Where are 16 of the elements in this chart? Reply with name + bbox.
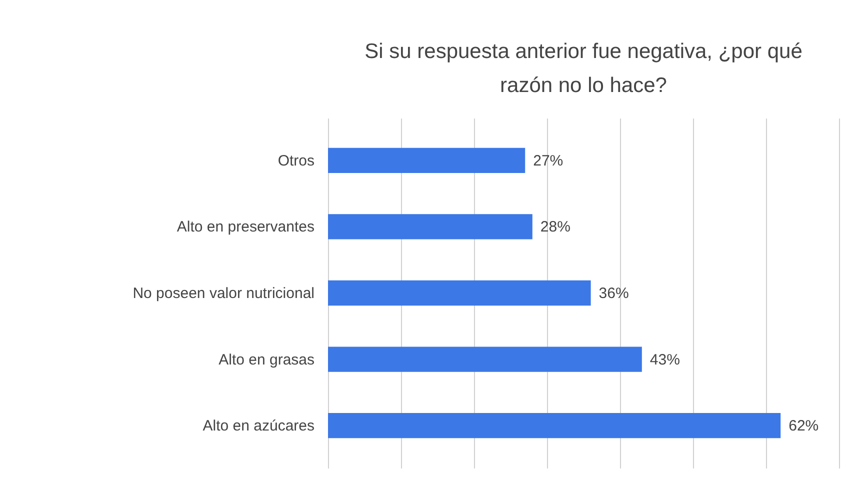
bar xyxy=(328,280,591,306)
y-tick-label: No poseen valor nutricional xyxy=(132,285,314,302)
y-tick-label: Alto en preservantes xyxy=(176,218,314,236)
data-label: 43% xyxy=(650,351,680,368)
bar xyxy=(328,412,781,438)
y-tick-label: Alto en azúcares xyxy=(202,418,314,435)
data-label: 62% xyxy=(788,418,819,435)
y-tick-label: Alto en grasas xyxy=(218,351,314,368)
bar xyxy=(328,346,642,372)
bar xyxy=(328,148,526,174)
data-label: 27% xyxy=(533,152,564,170)
bar xyxy=(328,214,532,240)
data-label: 28% xyxy=(540,218,570,236)
data-label: 36% xyxy=(598,285,629,302)
chart-title: Si su respuesta anterior fue negativa, ¿por qué razón no lo hace? xyxy=(364,40,802,97)
y-tick-label: Otros xyxy=(278,152,314,170)
